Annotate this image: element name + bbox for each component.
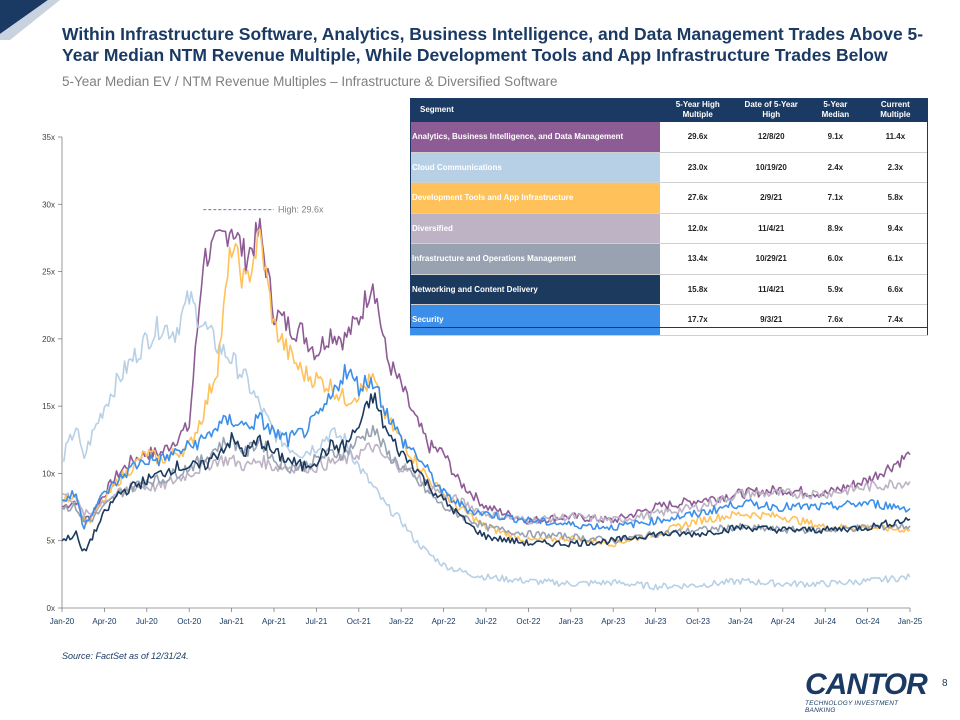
x-tick-label: Jul-21 (306, 617, 328, 626)
table-row: Analytics, Business Intelligence, and Da… (410, 122, 928, 153)
y-tick-label: 35x (42, 133, 55, 142)
x-tick-label: Jan-25 (898, 617, 923, 626)
median-cell: 7.6x (807, 304, 864, 336)
current-cell: 6.1x (863, 243, 928, 275)
x-tick-label: Jul-22 (475, 617, 497, 626)
header-current: Current Multiple (863, 98, 928, 122)
page-title: Within Infrastructure Software, Analytic… (62, 24, 924, 65)
y-tick-label: 5x (47, 537, 55, 546)
x-tick-label: Oct-20 (177, 617, 202, 626)
y-tick-label: 0x (47, 604, 55, 613)
high-cell: 29.6x (660, 122, 736, 153)
series-line-2 (61, 290, 911, 591)
high-cell: 17.7x (660, 304, 736, 336)
source-note: Source: FactSet as of 12/31/24. (62, 651, 189, 661)
corner-decoration (0, 0, 60, 40)
x-tick-label: Apr-24 (771, 617, 796, 626)
logo-wordmark: CANTOR (805, 668, 928, 701)
high-cell: 12.0x (660, 213, 736, 244)
segment-cell: Diversified (410, 213, 660, 244)
segment-cell: Analytics, Business Intelligence, and Da… (410, 122, 660, 153)
series-line-6 (61, 392, 911, 552)
high-cell: 27.6x (660, 182, 736, 214)
y-tick-label: 30x (42, 200, 55, 209)
current-cell: 5.8x (863, 182, 928, 214)
date-cell: 10/19/20 (735, 152, 808, 183)
current-cell: 11.4x (863, 122, 928, 153)
date-cell: 12/8/20 (735, 122, 808, 153)
chart-subtitle: 5-Year Median EV / NTM Revenue Multiples… (62, 74, 558, 89)
median-cell: 8.9x (807, 213, 864, 244)
y-tick-label: 25x (42, 268, 55, 277)
date-cell: 9/3/21 (735, 304, 808, 336)
date-cell: 10/29/21 (735, 243, 808, 275)
logo-tagline: TECHNOLOGY INVESTMENT BANKING (805, 700, 899, 714)
series-line-3 (61, 228, 911, 548)
x-tick-label: Oct-22 (516, 617, 541, 626)
x-tick-label: Jul-20 (136, 617, 158, 626)
table-row: Networking and Content Delivery 15.8x 11/4… (410, 274, 928, 305)
high-cell: 23.0x (660, 152, 736, 183)
x-tick-label: Jan-23 (559, 617, 584, 626)
table-row: Cloud Communications 23.0x 10/19/20 2.4x 2.3… (410, 152, 928, 183)
median-cell: 2.4x (807, 152, 864, 183)
header-median: 5-Year Median (807, 98, 864, 122)
high-cell: 13.4x (660, 243, 736, 275)
median-cell: 7.1x (807, 182, 864, 214)
header-high: 5-Year High Multiple (660, 98, 736, 122)
x-tick-label: Apr-22 (432, 617, 457, 626)
table-row: Diversified 12.0x 11/4/21 8.9x 9.4x (410, 213, 928, 244)
segment-table: Segment 5-Year High Multiple Date of 5-Y… (410, 98, 928, 336)
current-cell: 2.3x (863, 152, 928, 183)
x-tick-label: Jul-24 (814, 617, 836, 626)
y-tick-label: 10x (42, 469, 55, 478)
x-tick-label: Jan-24 (728, 617, 753, 626)
high-annotation-label: High: 29.6x (278, 205, 324, 215)
median-cell: 6.0x (807, 243, 864, 275)
cantor-logo: CANTOR TECHNOLOGY INVESTMENT BANKING (805, 668, 930, 715)
current-cell: 6.6x (863, 274, 928, 305)
x-tick-label: Jan-21 (219, 617, 244, 626)
median-cell: 9.1x (807, 122, 864, 153)
segment-cell: Infrastructure and Operations Management (410, 243, 660, 275)
page-number: 8 (942, 678, 948, 689)
current-cell: 9.4x (863, 213, 928, 244)
table-row: Security 17.7x 9/3/21 7.6x 7.4x (410, 304, 928, 336)
table-row: Development Tools and App Infrastructure… (410, 182, 928, 214)
x-tick-label: Jan-20 (50, 617, 75, 626)
current-cell: 7.4x (863, 304, 928, 336)
median-cell: 5.9x (807, 274, 864, 305)
x-tick-label: Oct-23 (686, 617, 711, 626)
y-tick-label: 15x (42, 402, 55, 411)
segment-cell: Security (410, 304, 660, 336)
series-line-7 (61, 363, 911, 531)
header-date: Date of 5-Year High (735, 98, 808, 122)
x-tick-label: Apr-20 (92, 617, 117, 626)
line-chart: 0x 5x 10x 15x 20x 25x 30x 35x Jan-20 Apr-20 Jul-20… (42, 133, 923, 626)
x-tick-label: Oct-24 (856, 617, 881, 626)
series-line-1 (61, 217, 911, 525)
segment-cell: Cloud Communications (410, 152, 660, 183)
header-segment: Segment (410, 98, 660, 122)
x-tick-label: Jan-22 (389, 617, 414, 626)
date-cell: 11/4/21 (735, 274, 808, 305)
date-cell: 11/4/21 (735, 213, 808, 244)
x-tick-label: Oct-21 (347, 617, 372, 626)
y-tick-label: 20x (42, 335, 55, 344)
x-tick-label: Apr-21 (262, 617, 287, 626)
high-cell: 15.8x (660, 274, 736, 305)
segment-cell: Networking and Content Delivery (410, 274, 660, 305)
segment-cell: Development Tools and App Infrastructure (410, 182, 660, 214)
table-header-row: Segment 5-Year High Multiple Date of 5-Y… (410, 98, 928, 122)
table-row: Infrastructure and Operations Management… (410, 243, 928, 275)
date-cell: 2/9/21 (735, 182, 808, 214)
x-tick-label: Jul-23 (645, 617, 667, 626)
x-tick-label: Apr-23 (601, 617, 626, 626)
